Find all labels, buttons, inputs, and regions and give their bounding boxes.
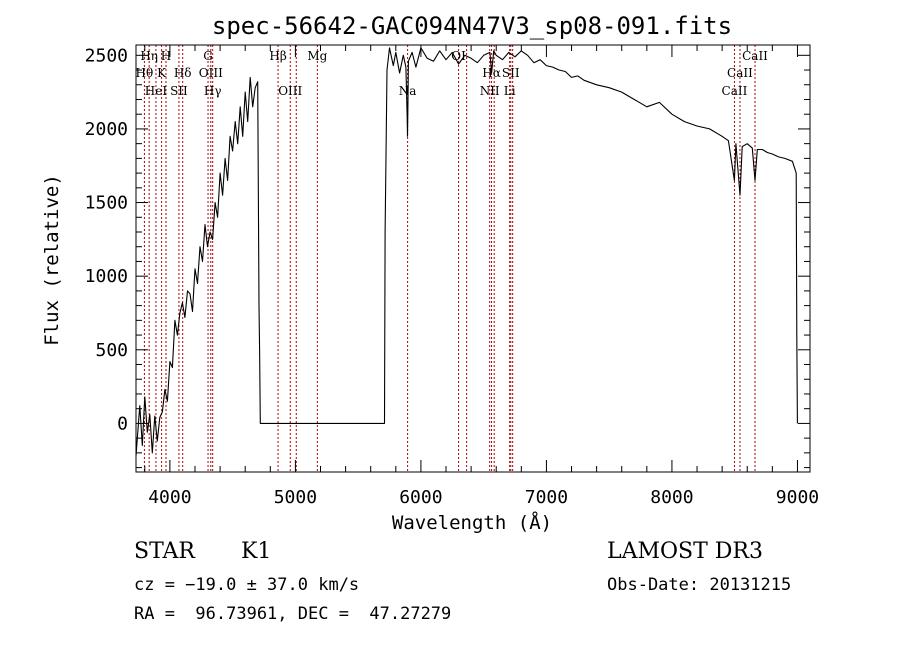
line-label-3: HeI [145,84,168,98]
flux-series-line [135,47,798,456]
emission-line-labels: HθHηHeIKHSIIHδGOIIIHγHβOIIIMgNaOINIIHαLi… [136,49,769,98]
line-label-14: Mg [307,49,327,63]
y-axis-ticks: 0 500 1000 1500 2000 2500 [85,45,810,469]
plot-frame [135,44,811,473]
y-tick-label: 1500 [85,193,128,214]
line-label-26: CaII [742,49,768,63]
line-label-25: CaII [727,66,753,80]
line-label-22: SII [502,66,520,80]
survey-name: LAMOST DR3 [607,539,763,564]
line-label-12: OIII [278,84,302,98]
y-tick-label: 500 [95,340,128,361]
line-label-24: CaII [722,84,748,98]
y-tick-label: 0 [117,413,128,434]
chart-title: spec-56642-GAC094N47V3_sp08-091.fits [212,12,732,40]
x-tick-label: 5000 [274,487,317,508]
line-label-4: K [157,66,167,80]
line-label-8: G [203,49,213,63]
x-tick-label: 4000 [148,487,191,508]
x-tick-label: 8000 [650,487,693,508]
line-label-18: NII [480,84,500,98]
x-axis-label: Wavelength (Å) [392,511,552,534]
redshift-cz: cz = −19.0 ± 37.0 km/s [134,575,360,595]
line-label-2: Hη [140,49,158,63]
line-label-5: H [161,49,171,63]
y-tick-label: 2000 [85,119,128,140]
y-tick-label: 2500 [85,45,128,66]
y-axis-label: Flux (relative) [41,174,63,346]
x-axis-ticks: 4000 5000 6000 7000 8000 9000 [144,45,819,508]
line-label-1: Hθ [136,66,154,80]
line-label-10: Hγ [204,84,222,98]
line-label-21: Li [504,84,516,98]
x-tick-label: 9000 [776,487,819,508]
object-subclass: K1 [241,539,272,564]
line-label-6: SII [170,84,188,98]
emission-line-markers [143,45,756,472]
y-tick-label: 1000 [85,266,128,287]
x-tick-label: 7000 [525,487,568,508]
line-label-7: Hδ [174,66,192,80]
line-label-9: OIII [199,66,223,80]
sky-coordinates: RA = 96.73961, DEC = 47.27279 [134,604,452,624]
object-class: STAR [134,539,195,564]
line-label-11: Hβ [269,49,286,63]
x-tick-label: 6000 [399,487,442,508]
observation-date: Obs-Date: 20131215 [607,575,792,595]
